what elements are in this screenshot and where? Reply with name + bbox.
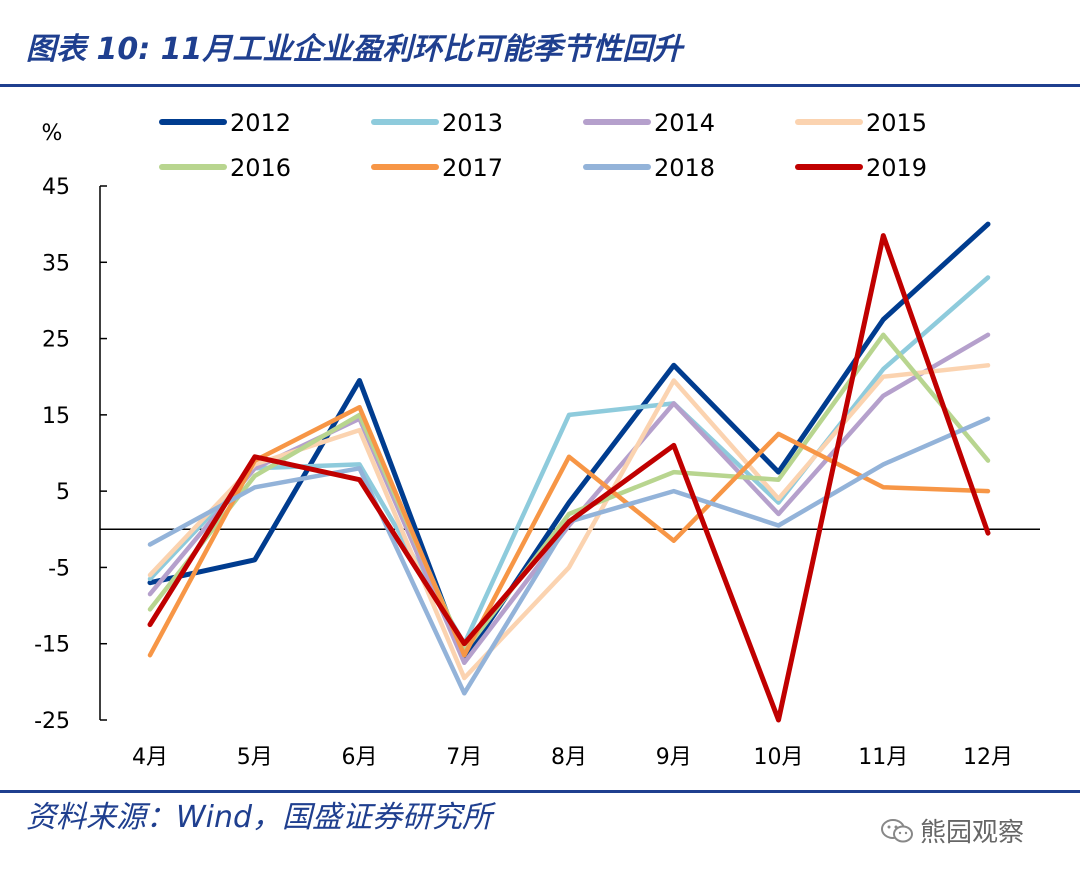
wechat-icon: [881, 818, 913, 842]
series-line-2016: [147, 332, 991, 654]
x-tick-label: 8月: [551, 745, 587, 770]
watermark: 熊园观察: [880, 812, 1024, 849]
y-tick-label: 15: [42, 404, 70, 429]
y-tick-label: -5: [48, 556, 70, 581]
x-tick-label: 12月: [963, 745, 1013, 770]
y-tick-label: -15: [34, 633, 70, 658]
x-tick-label: 4月: [132, 745, 168, 770]
y-tick-label: 35: [42, 251, 70, 276]
series-line-2012: [147, 221, 991, 662]
line-chart: 45 35 25 15 5 -5 -15 -25% 4月 5月 6月 7月 8月 9月 10月 11月 12月 2…: [34, 109, 1040, 770]
x-tick-label: 5月: [237, 745, 273, 770]
title-divider: [0, 84, 1080, 87]
x-tick-label: 9月: [656, 745, 692, 770]
legend-label-2019: 2019: [866, 154, 927, 182]
legend-label-2015: 2015: [866, 109, 927, 137]
source-divider: [0, 790, 1080, 793]
y-tick-label: 5: [56, 480, 70, 505]
legend-label-2013: 2013: [442, 109, 503, 137]
source-note: 资料来源：Wind，国盛证券研究所: [26, 800, 493, 835]
x-tick-label: 6月: [342, 745, 378, 770]
y-tick-label: -25: [34, 709, 70, 734]
series-line-2019: [147, 233, 991, 723]
y-tick-label: 25: [42, 328, 70, 353]
x-tick-label: 11月: [858, 745, 908, 770]
legend-label-2014: 2014: [654, 109, 715, 137]
watermark-text: 熊园观察: [920, 818, 1025, 848]
legend-label-2017: 2017: [442, 154, 503, 182]
x-tick-label: 10月: [754, 745, 804, 770]
x-tick-label: 7月: [446, 745, 482, 770]
legend-label-2018: 2018: [654, 154, 715, 182]
legend-label-2016: 2016: [230, 154, 291, 182]
y-axis-unit: %: [42, 121, 63, 146]
chart-title: 图表 10: 11月工业企业盈利环比可能季节性回升: [26, 32, 683, 67]
series-line-2017: [147, 404, 991, 658]
y-tick-label: 45: [42, 175, 70, 200]
legend-label-2012: 2012: [230, 109, 291, 137]
series-line-2013: [147, 275, 991, 646]
